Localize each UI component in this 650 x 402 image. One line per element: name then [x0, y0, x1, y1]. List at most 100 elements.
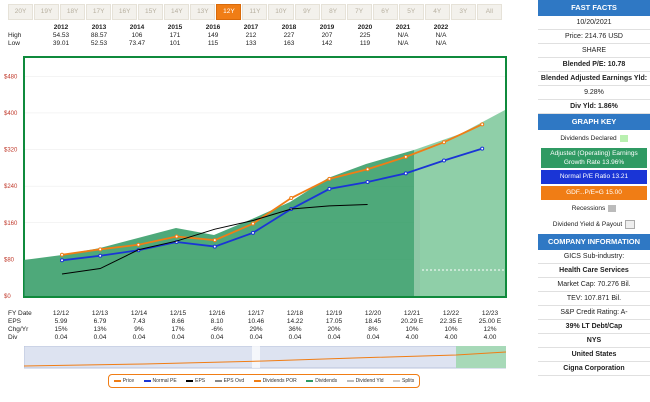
tab-15y[interactable]: 15Y: [138, 4, 164, 20]
series-point: [60, 258, 64, 263]
market-cap: Market Cap: 70.276 Bil.: [538, 278, 650, 292]
series-point: [480, 122, 485, 127]
legend-label: Dividends POR: [262, 378, 297, 384]
legend-label: Normal PE: [152, 378, 177, 384]
eps-div-cell: 0.04: [54, 334, 68, 341]
fast-facts-header: FAST FACTS: [538, 0, 650, 16]
legend-swatch: [214, 380, 222, 382]
high-label: High: [8, 32, 22, 39]
series-point: [98, 253, 103, 258]
eps-chg-cell: -6%: [211, 326, 223, 333]
legend-swatch: [306, 380, 314, 382]
fast-graph-chart: $480 $400 $320 $240 $160 $80 $0: [4, 56, 507, 300]
overview-navigator[interactable]: [24, 346, 506, 370]
eps-fy-cell: 12/17: [247, 310, 265, 317]
eps-div-cell: 0.04: [327, 334, 341, 341]
tab-7y[interactable]: 7Y: [346, 4, 372, 20]
legend-swatch: [113, 380, 121, 382]
yr-low-cell: 101: [169, 40, 181, 47]
tab-13y[interactable]: 13Y: [190, 4, 216, 20]
eps-div-cell: 4.00: [444, 334, 458, 341]
series-point: [480, 146, 485, 151]
yr-high-cell: 227: [283, 32, 295, 39]
legend-label: Splits: [401, 378, 415, 384]
legend-swatch: [346, 380, 354, 382]
projection-gdf-area: [414, 110, 505, 296]
eps-chg-cell: 17%: [171, 326, 185, 333]
series-point: [136, 242, 141, 247]
eps-val-cell: 14.22: [286, 318, 304, 325]
key-gdf: GDF...P/E=G 15.00: [541, 186, 647, 200]
tab-14y[interactable]: 14Y: [164, 4, 190, 20]
eps-val-cell: 5.99: [54, 318, 68, 325]
series-point: [60, 252, 64, 257]
blended-pe: Blended P/E: 10.78: [538, 58, 650, 72]
legend-item[interactable]: Normal PE: [143, 378, 177, 384]
eps-div-cell: 4.00: [405, 334, 419, 341]
legend-item[interactable]: Dividends: [306, 378, 337, 384]
graph-key-header: GRAPH KEY: [538, 114, 650, 130]
legend-label: EPS Ovd: [223, 378, 245, 384]
tab-17y[interactable]: 17Y: [86, 4, 112, 20]
tab-9y[interactable]: 9Y: [294, 4, 320, 20]
legend-label: EPS: [195, 378, 206, 384]
series-line-0: [61, 147, 483, 262]
eps-chg-cell: 36%: [288, 326, 302, 333]
eps-val-cell: 25.00 E: [478, 318, 502, 325]
y-tick-label: $320: [4, 148, 18, 154]
eps-val-cell: 8.66: [171, 318, 185, 325]
series-point: [365, 180, 370, 185]
eps-chg-cell: 13%: [93, 326, 107, 333]
timeframe-tabs: 20Y 19Y 18Y 17Y 16Y 15Y 14Y 13Y 12Y 11Y 10Y 9Y 8Y 7Y 6…: [8, 4, 502, 22]
tev: TEV: 107.871 Bil.: [538, 292, 650, 306]
gdf-area: [24, 150, 414, 296]
eps-chg-cell: 15%: [54, 326, 68, 333]
legend-item[interactable]: EPS: [186, 378, 205, 384]
series-point: [251, 230, 255, 235]
series-line-1: [61, 123, 483, 256]
tab-16y[interactable]: 16Y: [112, 4, 138, 20]
legend-item[interactable]: Dividends POR: [253, 378, 297, 384]
yr-years-cell: 2015: [167, 24, 183, 31]
yr-low-cell: 163: [283, 40, 295, 47]
key-dividend-yield-payout: Dividend Yield & Payout: [541, 218, 647, 232]
yr-years-cell: 2014: [129, 24, 145, 31]
legend-item[interactable]: EPS Ovd: [214, 378, 245, 384]
series-point: [174, 234, 179, 239]
tab-20y[interactable]: 20Y: [8, 4, 34, 20]
chg-label: Chg/Yr: [8, 326, 29, 333]
legend-item[interactable]: Dividend Yld: [346, 378, 384, 384]
tab-19y[interactable]: 19Y: [34, 4, 60, 20]
yr-low-cell: 133: [245, 40, 257, 47]
tab-11y[interactable]: 11Y: [242, 4, 268, 20]
debt-cap: 39% LT Debt/Cap: [538, 320, 650, 334]
y-tick-label: $400: [4, 111, 18, 117]
tab-12y[interactable]: 12Y: [216, 4, 242, 20]
legend-item[interactable]: Price: [113, 378, 135, 384]
eps-div-cell: 0.04: [171, 334, 185, 341]
tab-3y[interactable]: 3Y: [450, 4, 476, 20]
tab-6y[interactable]: 6Y: [372, 4, 398, 20]
legend-item[interactable]: Splits: [392, 378, 415, 384]
tab-18y[interactable]: 18Y: [60, 4, 86, 20]
eps-val-cell: 10.46: [247, 318, 265, 325]
yr-high-cell: 171: [169, 32, 181, 39]
yr-low-cell: 73.47: [128, 40, 146, 47]
tab-10y[interactable]: 10Y: [268, 4, 294, 20]
eps-label: EPS: [8, 318, 22, 325]
eps-val-cell: 20.29 E: [400, 318, 424, 325]
tab-all[interactable]: All: [476, 4, 502, 20]
tab-4y[interactable]: 4Y: [424, 4, 450, 20]
tab-8y[interactable]: 8Y: [320, 4, 346, 20]
legend-label: Dividend Yld: [355, 378, 384, 384]
chart-legend: Price Normal PE EPS EPS Ovd Dividends POR Div…: [108, 374, 420, 388]
fast-facts-panel: FAST FACTS 10/20/2021 Price: 214.76 USD …: [538, 0, 650, 402]
yr-low-cell: 39.01: [52, 40, 70, 47]
tab-5y[interactable]: 5Y: [398, 4, 424, 20]
eps-fy-cell: 12/16: [208, 310, 226, 317]
legend-label: Price: [122, 378, 135, 384]
fy-date-label: FY Date: [8, 310, 32, 317]
eps-fy-cell: 12/13: [91, 310, 109, 317]
legend-swatch: [253, 380, 261, 382]
yr-low-cell: 52.53: [90, 40, 108, 47]
